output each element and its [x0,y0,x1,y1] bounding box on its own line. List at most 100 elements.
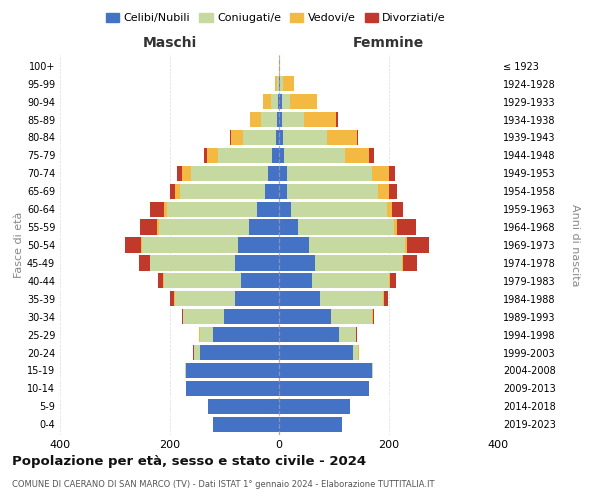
Bar [279,327,339,342]
Bar [181,184,265,199]
Bar [357,130,358,145]
Bar [191,166,268,181]
Bar [214,327,279,342]
Bar [279,148,284,163]
Bar [298,220,394,234]
Bar [230,130,231,145]
Bar [140,220,157,234]
Bar [158,273,163,288]
Bar [207,148,218,163]
Bar [279,184,287,199]
Bar [326,130,357,145]
Bar [291,202,387,217]
Bar [261,112,277,127]
Bar [164,273,241,288]
Bar [370,148,374,163]
Bar [139,256,150,270]
Bar [170,291,175,306]
Bar [277,76,279,92]
Text: Maschi: Maschi [142,36,197,50]
Bar [389,166,395,181]
Y-axis label: Anni di nascita: Anni di nascita [569,204,580,286]
Bar [175,184,181,199]
Bar [389,184,397,199]
Bar [290,94,317,109]
Bar [373,309,374,324]
Bar [263,94,271,109]
Text: COMUNE DI CAERANO DI SAN MARCO (TV) - Dati ISTAT 1° gennaio 2024 - Elaborazione : COMUNE DI CAERANO DI SAN MARCO (TV) - Da… [12,480,434,489]
Bar [279,130,283,145]
Bar [182,166,191,181]
Bar [194,345,200,360]
Bar [284,148,345,163]
Bar [186,363,279,378]
Bar [397,220,416,234]
Bar [183,309,224,324]
Bar [257,202,279,217]
Text: Popolazione per età, sesso e stato civile - 2024: Popolazione per età, sesso e stato civil… [12,455,366,468]
Bar [141,238,142,252]
Bar [387,202,392,217]
Bar [241,273,279,288]
Bar [402,256,403,270]
Bar [277,112,279,127]
Bar [280,76,283,92]
Bar [175,291,235,306]
Bar [372,363,373,378]
Bar [235,291,279,306]
Bar [279,398,350,414]
Bar [125,238,141,252]
Bar [279,273,312,288]
Bar [250,112,261,127]
Bar [185,363,186,378]
Bar [151,256,235,270]
Bar [224,309,279,324]
Bar [372,166,389,181]
Bar [282,94,290,109]
Bar [275,76,277,92]
Bar [407,238,429,252]
Bar [279,76,280,92]
Bar [265,184,279,199]
Text: Femmine: Femmine [353,36,424,50]
Bar [383,291,388,306]
Bar [186,381,279,396]
Bar [312,273,389,288]
Bar [279,238,309,252]
Bar [279,291,320,306]
Bar [169,184,175,199]
Bar [320,291,383,306]
Bar [214,416,279,432]
Bar [158,220,249,234]
Bar [218,148,272,163]
Bar [200,345,279,360]
Bar [345,148,370,163]
Bar [204,148,207,163]
Bar [283,130,326,145]
Bar [403,256,417,270]
Bar [282,112,304,127]
Bar [200,327,214,342]
Bar [279,363,372,378]
Bar [389,273,396,288]
Bar [287,166,372,181]
Bar [392,202,403,217]
Bar [309,238,405,252]
Bar [283,76,294,92]
Bar [279,58,280,74]
Bar [337,112,338,127]
Bar [279,256,314,270]
Bar [331,309,372,324]
Bar [353,345,358,360]
Bar [164,202,167,217]
Bar [272,148,279,163]
Bar [268,166,279,181]
Bar [304,112,337,127]
Bar [279,94,282,109]
Bar [276,130,279,145]
Bar [231,130,243,145]
Bar [235,256,279,270]
Bar [278,94,279,109]
Bar [339,327,356,342]
Bar [279,166,287,181]
